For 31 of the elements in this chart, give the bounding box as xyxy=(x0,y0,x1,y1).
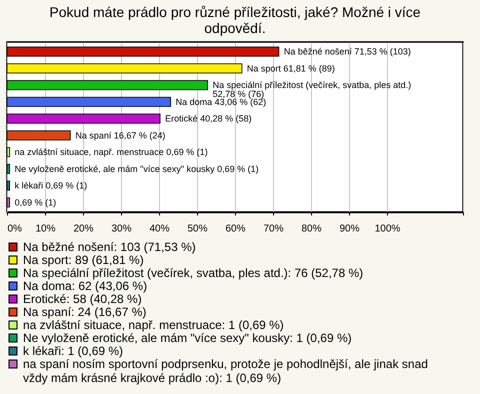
data-label: Erotické 40,28 % (58) xyxy=(165,114,252,124)
x-tick-label: 100% xyxy=(374,224,400,234)
data-label: 0,69 % (1) xyxy=(14,197,56,208)
chart-title: Pokud máte prádlo pro různé příležitosti, jaké? Možné i více odpovědí. xyxy=(49,4,421,36)
legend-label: k lékaři: 1 (0,69 %) xyxy=(23,344,124,358)
data-label: k lékaři 0,69 % (1) xyxy=(14,180,88,191)
data-label: Na spaní 16,67 % (24) xyxy=(75,130,166,140)
legend-label: Ne vyloženě erotické, ale mám "více sexy" kousky: 1 (0,69 %) xyxy=(23,331,352,345)
legend-label: Na doma: 62 (43,06 %) xyxy=(23,279,148,293)
legend-label: Na spaní: 24 (16,67 %) xyxy=(23,305,146,319)
x-tick-label: 10% xyxy=(35,224,56,234)
x-tick-label: 50% xyxy=(187,224,208,234)
x-tick-label: 80% xyxy=(301,224,322,234)
x-tick-label: 60% xyxy=(225,224,246,234)
legend-label: Erotické: 58 (40,28 %) xyxy=(23,292,142,306)
legend-label: na zvláštní situace, např. menstruace: 1 (0,69 %) xyxy=(23,318,284,332)
legend-label: Na běžné nošení: 103 (71,53 %) xyxy=(23,240,196,254)
data-label: Ne vyloženě erotické, ale mám "více sexy" kousky 0,69 % (1) xyxy=(14,164,259,174)
data-label: na zvláštní situace, např. menstruace 0,69 % (1) xyxy=(14,147,208,158)
x-tick-label: 0% xyxy=(8,224,22,234)
legend-label: Na speciální příležitost (večírek, svatba, ples atd.): 76 (52,78 %) xyxy=(23,266,364,280)
legend-label: na spaní nosím sportovní podprsenku, protože je pohodlnější, ale jinak snad vždy mám krásné krajkové prádlo :o): 1 (0,69 %) xyxy=(23,357,428,385)
x-tick-label: 30% xyxy=(111,224,132,234)
x-tick-label: 40% xyxy=(149,224,170,234)
x-tick-label: 90% xyxy=(339,224,360,234)
data-label: Na běžné nošení 71,53 % (103) xyxy=(284,46,411,57)
data-label: Na sport 61,81 % (89) xyxy=(246,63,335,74)
legend-label: Na sport: 89 (61,81 %) xyxy=(23,253,144,267)
x-tick-label: 70% xyxy=(263,224,284,234)
data-label: Na speciální příležitost (večírek, svatba, ples atd.) 52,78 % (76) xyxy=(212,80,412,100)
x-tick-label: 20% xyxy=(73,224,94,234)
